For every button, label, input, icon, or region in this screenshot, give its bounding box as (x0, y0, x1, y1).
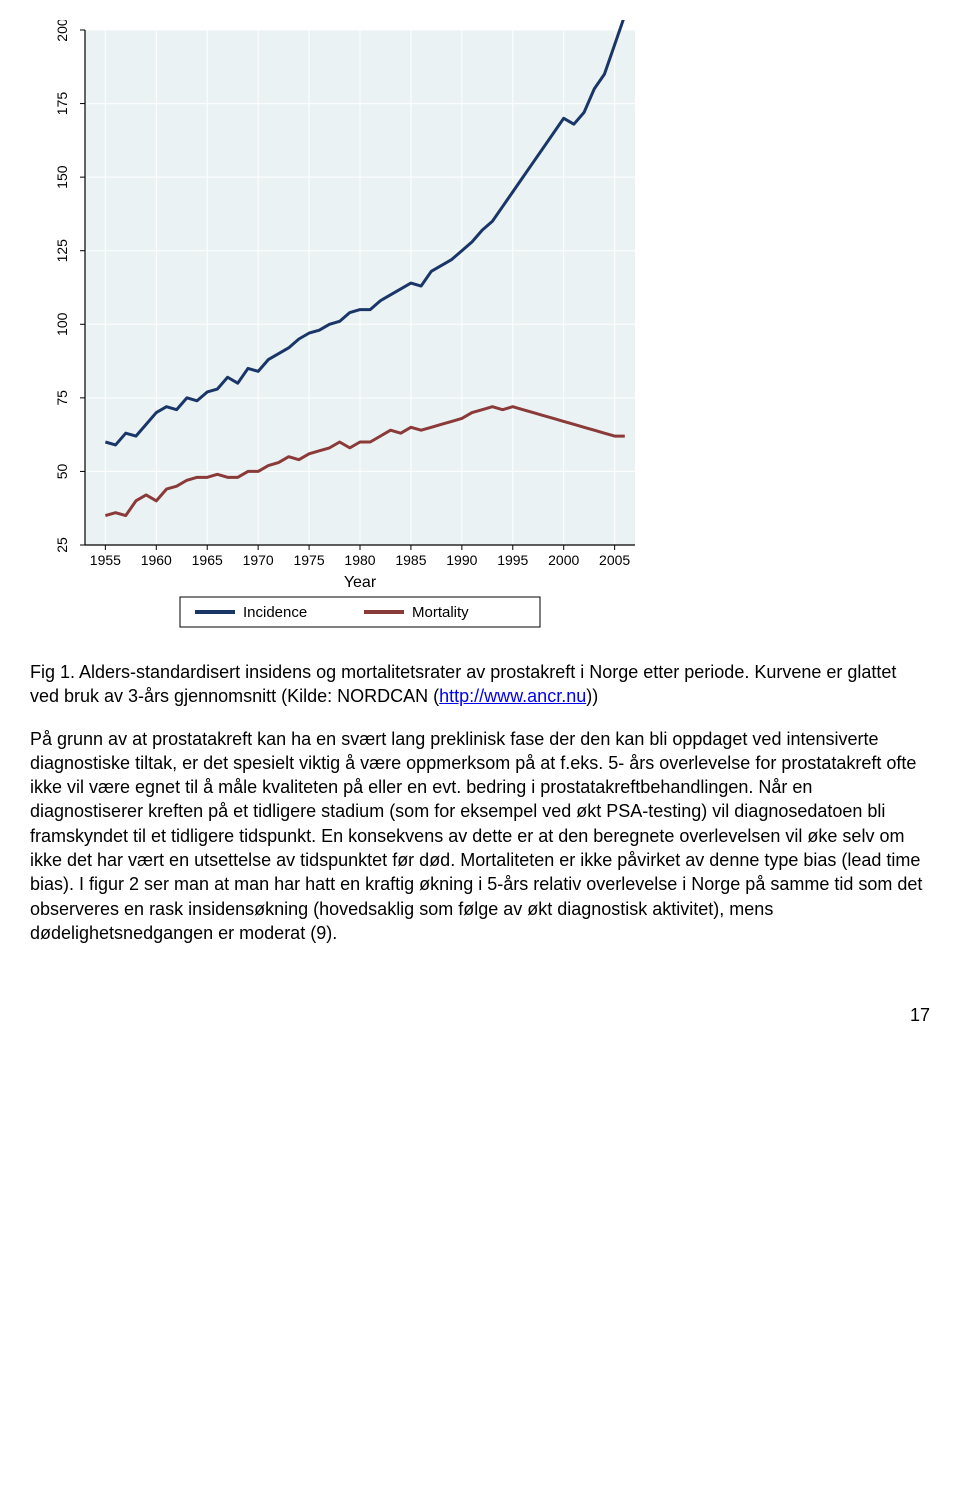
svg-text:Year: Year (344, 574, 377, 591)
svg-text:125: 125 (54, 239, 70, 263)
svg-text:25: 25 (54, 537, 70, 553)
source-link[interactable]: http://www.ancr.nu (439, 686, 586, 706)
svg-text:1960: 1960 (141, 552, 172, 568)
svg-text:1965: 1965 (192, 552, 223, 568)
svg-text:1970: 1970 (243, 552, 274, 568)
svg-text:50: 50 (54, 463, 70, 479)
svg-text:175: 175 (54, 92, 70, 116)
svg-text:1955: 1955 (90, 552, 121, 568)
svg-text:1995: 1995 (497, 552, 528, 568)
svg-text:2005: 2005 (599, 552, 630, 568)
line-chart: 1955 1960 1965 1970 1975 1980 1985 1990 1995 2000… (30, 20, 650, 640)
caption-suffix: )) (586, 686, 598, 706)
svg-text:1990: 1990 (446, 552, 477, 568)
svg-text:150: 150 (54, 165, 70, 189)
chart-svg: 1955 1960 1965 1970 1975 1980 1985 1990 1995 2000… (30, 20, 650, 640)
svg-text:2000: 2000 (548, 552, 579, 568)
figure-caption: Fig 1. Alders-standardisert insidens og … (30, 660, 930, 709)
svg-text:1985: 1985 (395, 552, 426, 568)
svg-text:100: 100 (54, 312, 70, 336)
body-paragraph: På grunn av at prostatakreft kan ha en s… (30, 727, 930, 946)
svg-text:200: 200 (54, 20, 70, 42)
svg-text:Mortality: Mortality (412, 604, 469, 621)
svg-text:Incidence: Incidence (243, 604, 307, 621)
svg-text:75: 75 (54, 390, 70, 406)
page-number: 17 (30, 1005, 930, 1026)
svg-text:1980: 1980 (344, 552, 375, 568)
svg-text:1975: 1975 (293, 552, 324, 568)
